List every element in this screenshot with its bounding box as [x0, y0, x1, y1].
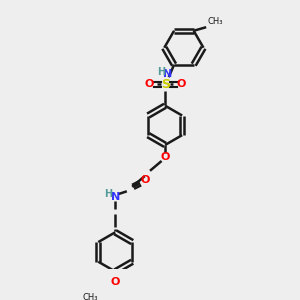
Text: H: H: [157, 67, 165, 77]
Text: N: N: [163, 69, 172, 79]
Text: S: S: [161, 78, 170, 91]
Text: H: H: [104, 189, 112, 199]
Text: O: O: [176, 79, 186, 89]
Text: O: O: [111, 277, 120, 287]
Text: O: O: [141, 175, 150, 185]
Text: N: N: [111, 192, 120, 202]
Text: O: O: [160, 152, 170, 162]
Text: O: O: [144, 79, 154, 89]
Text: CH₃: CH₃: [207, 17, 223, 26]
Text: CH₃: CH₃: [83, 293, 98, 300]
